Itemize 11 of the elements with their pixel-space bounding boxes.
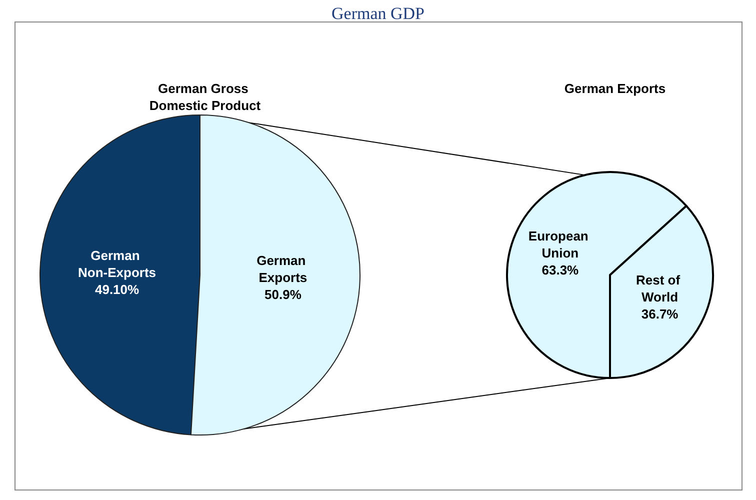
chart-title: German Exports bbox=[564, 81, 666, 96]
data-label: 50.9% bbox=[264, 286, 302, 302]
data-label: 36.7% bbox=[641, 306, 679, 322]
chart-subtitle: German Gross Domestic Product bbox=[149, 81, 262, 113]
chart-title: German GDP bbox=[331, 4, 425, 23]
data-label: 49.10% bbox=[94, 282, 140, 298]
slice-label: Rest of World bbox=[636, 272, 684, 305]
slice-label: German Non-Exports bbox=[78, 248, 156, 280]
slice-label: German Exports bbox=[256, 252, 310, 285]
slice-label: European Union bbox=[528, 228, 592, 260]
data-label: 63.3% bbox=[542, 262, 580, 278]
